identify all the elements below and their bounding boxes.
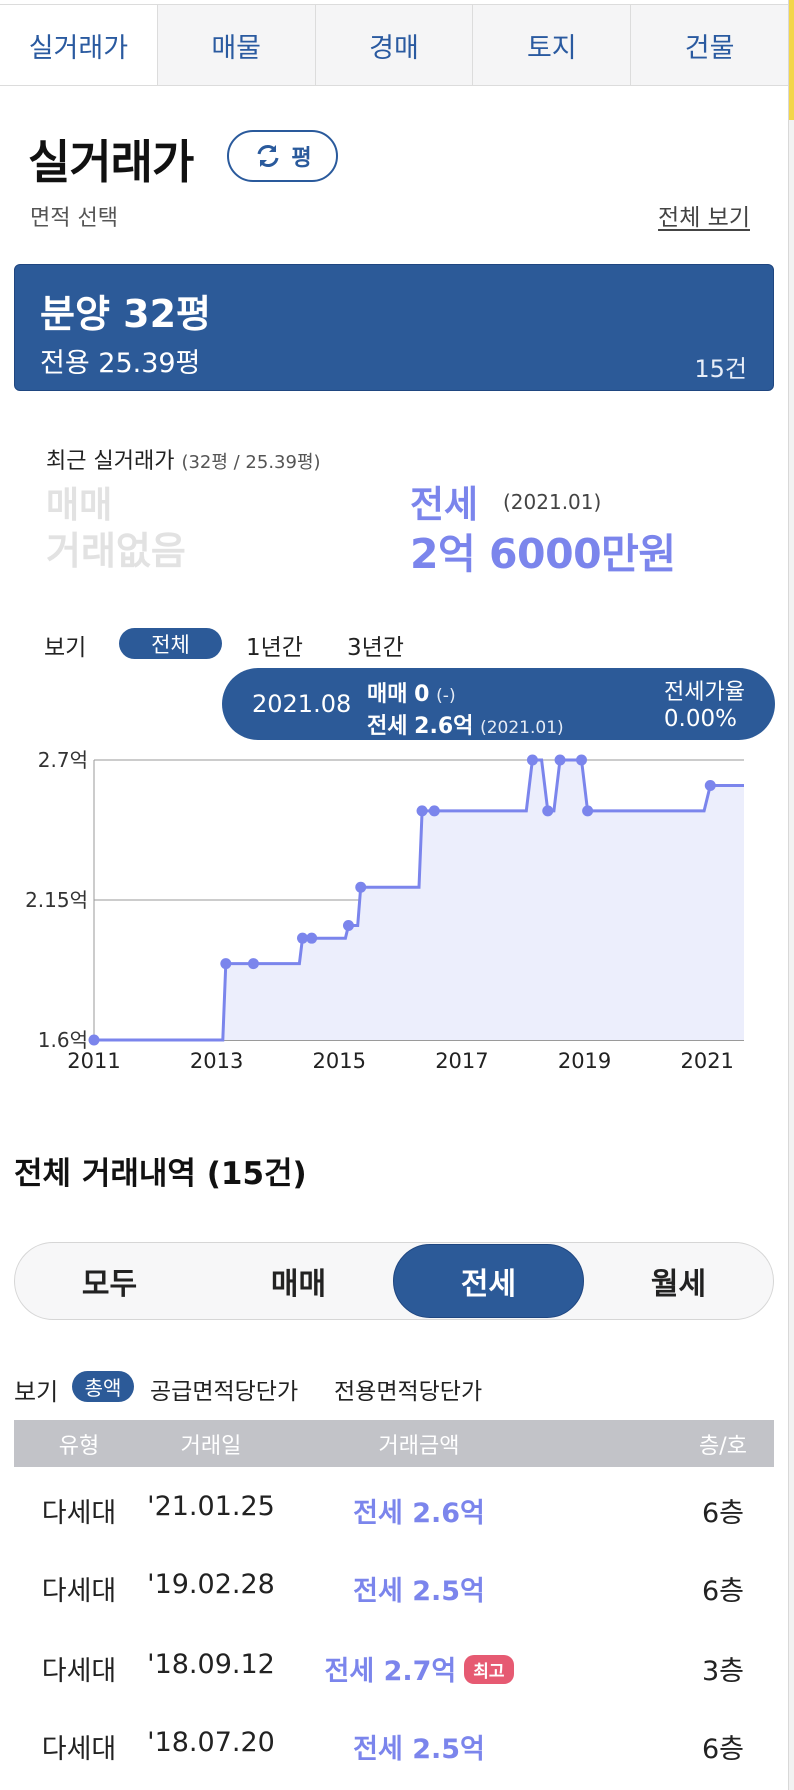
data-point [526, 754, 538, 766]
tab-auction[interactable]: 경매 [314, 5, 473, 85]
series-area [94, 760, 744, 1040]
y-tick-label: 2.15억 [25, 888, 88, 912]
tab-building[interactable]: 건물 [630, 5, 788, 85]
row-floor: 6층 [701, 1576, 745, 1607]
row-date: '18.07.20 [147, 1727, 275, 1758]
data-point [247, 958, 259, 970]
row-price: 전세 2.7억 [324, 1656, 457, 1687]
row-date: '18.09.12 [147, 1649, 275, 1680]
view-all-link[interactable]: 전체 보기 [658, 205, 750, 231]
tooltip-jeonse: 전세 2.6억 (2021.01) [367, 714, 564, 739]
period-label: 보기 [44, 635, 87, 661]
data-point [554, 754, 566, 766]
x-tick-label: 2011 [67, 1049, 120, 1073]
filter-all[interactable]: 모두 [81, 1267, 138, 1302]
tooltip-date: 2021.08 [252, 690, 352, 718]
unit-total-button[interactable]: 총액 [72, 1371, 134, 1402]
data-point [88, 1034, 100, 1046]
row-price: 전세 2.6억 [353, 1498, 485, 1529]
row-date: '21.01.25 [147, 1491, 275, 1522]
data-point [542, 805, 554, 817]
recent-sale-type: 매매 [46, 485, 113, 526]
data-point [704, 779, 716, 791]
area-trade-count: 15건 [694, 355, 747, 383]
row-date: '19.02.28 [147, 1569, 275, 1600]
row-type: 다세대 [41, 1576, 117, 1607]
column-price: 거래금액 [378, 1433, 460, 1459]
x-tick-label: 2015 [313, 1049, 366, 1073]
highest-badge: 최고 [464, 1655, 514, 1684]
data-point [342, 919, 354, 931]
data-point [220, 958, 232, 970]
data-point [416, 805, 428, 817]
price-unit-label: 보기 [14, 1378, 59, 1406]
trade-type-filter: 모두 매매 전세 월세 [14, 1242, 774, 1320]
area-card[interactable]: 분양 32평 전용 25.39평 15건 [14, 264, 774, 391]
area-exclusive: 전용 25.39평 [40, 348, 201, 379]
x-tick-label: 2019 [558, 1049, 611, 1073]
refresh-icon [257, 145, 279, 167]
row-floor: 3층 [701, 1656, 745, 1687]
tab-real-price[interactable]: 실거래가 [0, 5, 157, 85]
table-row[interactable]: 다세대 '18.09.12 전세 2.7억 최고 3층 [14, 1627, 774, 1705]
chart-tooltip: 2021.08 매매 0 (-) 전세 2.6억 (2021.01) 전세가율 … [222, 668, 775, 740]
column-date: 거래일 [180, 1433, 242, 1459]
period-all-button[interactable]: 전체 [119, 628, 222, 659]
tooltip-ratio-value: 0.00% [663, 706, 737, 732]
history-title: 전체 거래내역 (15건) [14, 1156, 307, 1192]
table-row[interactable]: 다세대 '21.01.25 전세 2.6억 6층 [14, 1469, 774, 1547]
row-type: 다세대 [41, 1498, 117, 1529]
data-point [576, 754, 587, 766]
data-point [296, 932, 308, 944]
recent-jeonse-type: 전세 [410, 483, 479, 526]
x-tick-label: 2021 [680, 1049, 733, 1073]
page-title: 실거래가 [28, 135, 194, 189]
row-price: 전세 2.5억 [353, 1576, 485, 1607]
price-chart[interactable]: 2.7억 2.15억 1.6억 2011 2013 2015 2017 2019 2021 [0, 740, 788, 1090]
row-floor: 6층 [701, 1498, 745, 1529]
filter-jeonse[interactable]: 전세 [393, 1244, 584, 1318]
recent-jeonse-date: (2021.01) [503, 490, 602, 514]
column-floor: 층/호 [699, 1433, 747, 1459]
y-tick-label: 2.7억 [38, 748, 88, 772]
row-floor: 6층 [701, 1734, 745, 1765]
tooltip-ratio-label: 전세가율 [664, 680, 745, 705]
category-tabs: 실거래가 매물 경매 토지 건물 [0, 4, 788, 86]
y-tick-label: 1.6억 [38, 1028, 88, 1052]
tooltip-sale: 매매 0 (-) [367, 682, 456, 707]
table-row[interactable]: 다세대 '19.02.28 전세 2.5억 6층 [14, 1547, 774, 1625]
data-point [428, 805, 440, 817]
unit-toggle-button[interactable]: 평 [227, 130, 338, 182]
data-point [306, 932, 318, 944]
column-type: 유형 [58, 1433, 100, 1459]
recent-area-note: (32평 / 25.39평) [181, 452, 321, 473]
window-edge [788, 0, 794, 1790]
recent-price-label: 최근 실거래가 (32평 / 25.39평) [46, 449, 321, 474]
area-select-label: 면적 선택 [30, 206, 118, 231]
x-tick-label: 2017 [435, 1049, 488, 1073]
filter-sale[interactable]: 매매 [270, 1267, 327, 1302]
tab-land[interactable]: 토지 [472, 5, 630, 85]
row-price: 전세 2.5억 [353, 1734, 485, 1765]
row-price-cell: 전세 2.7억 최고 [274, 1649, 564, 1688]
unit-supply-button[interactable]: 공급면적당단가 [150, 1379, 299, 1405]
unit-toggle-label: 평 [291, 146, 312, 171]
x-tick-label: 2013 [190, 1049, 243, 1073]
table-header: 유형 거래일 거래금액 층/호 [14, 1420, 774, 1467]
recent-sale-none: 거래없음 [46, 529, 186, 573]
tab-listings[interactable]: 매물 [156, 5, 315, 85]
unit-exclusive-button[interactable]: 전용면적당단가 [334, 1379, 483, 1405]
filter-monthly[interactable]: 월세 [650, 1267, 707, 1302]
recent-jeonse-price: 2억 6000만원 [410, 530, 676, 578]
data-point [582, 805, 594, 817]
data-point [355, 881, 367, 893]
period-1y-button[interactable]: 1년간 [246, 635, 303, 661]
period-3y-button[interactable]: 3년간 [347, 635, 404, 661]
row-type: 다세대 [41, 1734, 117, 1765]
table-row[interactable]: 다세대 '18.07.20 전세 2.5억 6층 [14, 1705, 774, 1783]
area-supply: 분양 32평 [40, 292, 211, 336]
row-type: 다세대 [41, 1656, 117, 1687]
